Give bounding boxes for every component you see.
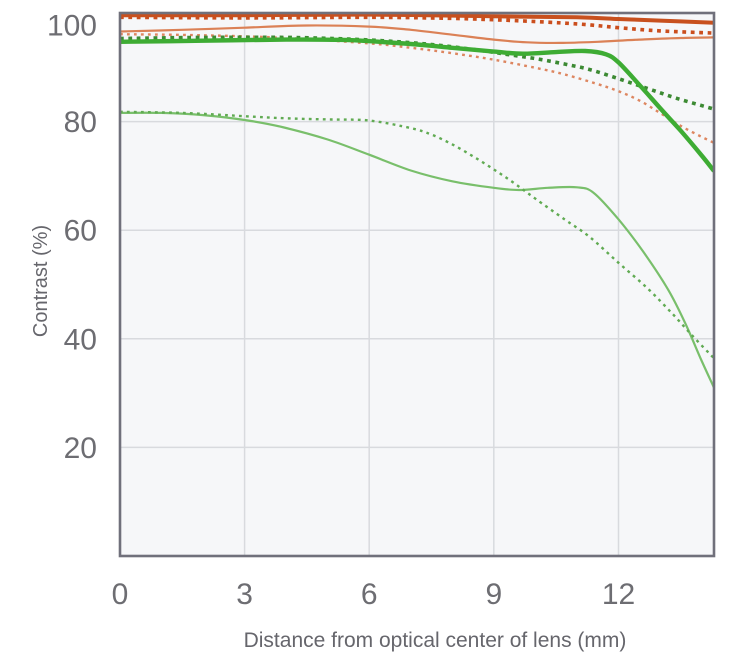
x-tick-label-3: 3 bbox=[236, 578, 253, 611]
x-tick-label-6: 6 bbox=[361, 578, 378, 611]
series-green-thin-solid bbox=[120, 111, 714, 389]
y-axis-title: Contrast (%) bbox=[30, 225, 52, 337]
series-red-thin-solid bbox=[120, 24, 714, 45]
series-red-thick-dotted bbox=[120, 15, 714, 35]
x-axis-tick-labels: 0 3 6 9 12 bbox=[112, 578, 636, 611]
series-red-thick-solid bbox=[120, 13, 714, 25]
x-axis-title: Distance from optical center of lens (mm… bbox=[244, 629, 627, 652]
x-tick-label-9: 9 bbox=[485, 578, 502, 611]
series-lines bbox=[120, 13, 714, 389]
y-tick-label-60: 60 bbox=[64, 215, 97, 248]
x-tick-label-0: 0 bbox=[112, 578, 129, 611]
y-tick-label-100: 100 bbox=[47, 10, 97, 43]
x-tick-label-12: 12 bbox=[602, 578, 635, 611]
plot-border bbox=[118, 11, 716, 558]
series-green-thick-solid bbox=[120, 37, 714, 173]
y-tick-label-40: 40 bbox=[64, 323, 97, 356]
y-tick-label-80: 80 bbox=[64, 106, 97, 139]
plot-area bbox=[120, 13, 714, 556]
series-green-thin-dotted bbox=[120, 110, 714, 360]
gridlines bbox=[120, 12, 714, 556]
y-axis-tick-labels: 20 40 60 80 100 bbox=[47, 10, 97, 465]
y-tick-label-20: 20 bbox=[64, 432, 97, 465]
